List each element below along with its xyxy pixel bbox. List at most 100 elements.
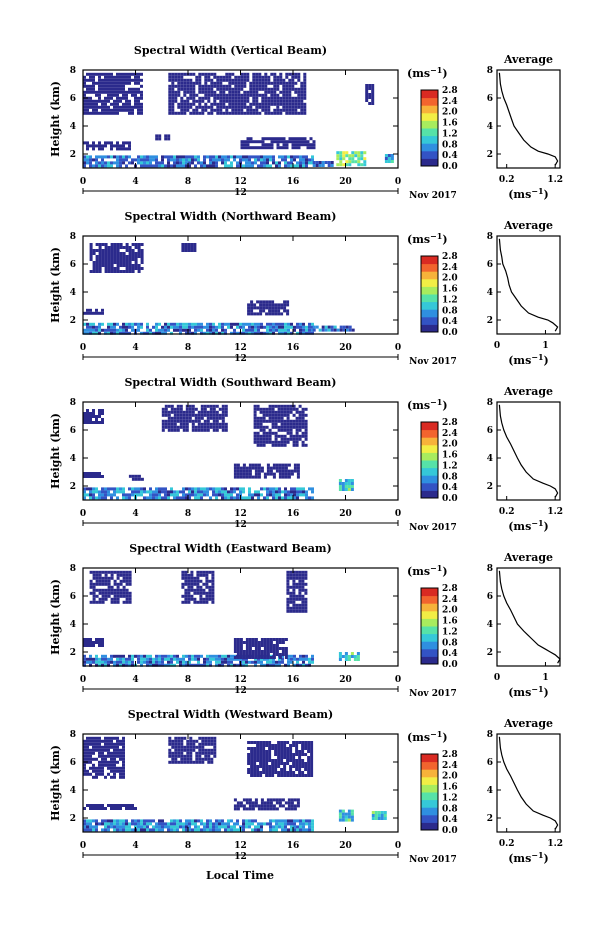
heatmap-cell (295, 597, 299, 601)
heatmap-cell (234, 111, 238, 115)
heatmap-cell (146, 325, 149, 329)
heatmap-cell (113, 255, 117, 258)
heatmap-cell (268, 431, 272, 435)
heatmap-cell (246, 78, 250, 82)
heatmap-cell (234, 105, 238, 109)
heatmap-cell (259, 416, 263, 420)
heatmap-cell (86, 757, 89, 761)
heatmap-cell (83, 657, 86, 661)
heatmap-cell (338, 652, 342, 655)
heatmap-cell (211, 579, 215, 583)
heatmap-cell (276, 105, 280, 109)
heatmap-cell (92, 763, 95, 767)
heatmap-cells (83, 243, 355, 335)
heatmap-cell (307, 762, 311, 765)
heatmap-cell (265, 434, 269, 438)
heatmap-cell (92, 412, 95, 415)
heatmap-cell (191, 331, 194, 335)
heatmap-cell (298, 570, 302, 574)
heatmap-cell (197, 490, 200, 494)
heatmap-cell (260, 801, 264, 805)
heatmap-cell (104, 487, 107, 491)
heatmap-cell (257, 155, 260, 159)
x-tick-label: 4 (132, 343, 138, 353)
heatmap-cell (290, 322, 293, 326)
heatmap-cell (212, 425, 216, 429)
heatmap-cell (311, 828, 314, 832)
heatmap-cell (290, 493, 293, 497)
heatmap-cell (125, 579, 129, 583)
x-tick-label: 8 (185, 509, 191, 519)
heatmap-cell (203, 490, 206, 494)
heatmap-cell (125, 825, 128, 829)
heatmap-cell (291, 105, 295, 109)
heatmap-cell (281, 463, 285, 467)
heatmap-cell (155, 657, 158, 661)
heatmap-cell (83, 90, 86, 94)
heatmap-cell (280, 747, 284, 750)
heatmap-cell (184, 582, 188, 586)
heatmap-cell (128, 322, 131, 326)
heatmap-cell (134, 487, 137, 491)
heatmap-cell (256, 756, 260, 759)
heatmap-cell (258, 93, 262, 97)
y-tick-label: 2 (70, 814, 76, 824)
heatmap-cell (92, 72, 95, 76)
heatmap-cell (137, 155, 140, 159)
heatmap-cell (128, 267, 132, 270)
colorbar-tick-label: 0.4 (442, 815, 458, 825)
heatmap-cell (188, 419, 192, 423)
heatmap-cell (224, 425, 228, 429)
heatmap-cell (98, 760, 101, 764)
heatmap-cell (95, 496, 98, 500)
heatmap-cell (207, 84, 211, 88)
heatmap-cell (281, 496, 284, 500)
heatmap-cell (276, 78, 280, 82)
heatmap-cell (286, 410, 290, 414)
heatmap-cell (351, 328, 355, 332)
heatmap-cell (289, 594, 293, 598)
heatmap-cell (116, 111, 119, 115)
heatmap-cell (107, 825, 110, 829)
heatmap-cell (303, 87, 307, 91)
heatmap-cell (95, 415, 98, 418)
heatmap-cell (183, 757, 187, 761)
heatmap-cell (240, 96, 244, 100)
heatmap-cell (191, 158, 194, 162)
heatmap-cell (286, 309, 290, 313)
heatmap-cell (253, 759, 257, 762)
heatmap-cell (107, 751, 110, 755)
heatmap-cell (131, 255, 135, 258)
heatmap-cell (173, 490, 176, 494)
heatmap-cell (149, 493, 152, 497)
heatmap-cell (182, 158, 185, 162)
heatmap-cell (170, 425, 174, 429)
heatmap-cell (307, 765, 311, 768)
heatmap-cell (213, 754, 217, 758)
heatmap-cell (183, 748, 187, 752)
heatmap-cell (299, 487, 302, 491)
heatmap-cell (247, 753, 251, 756)
heatmap-cell (206, 657, 209, 661)
heatmap-cell (83, 78, 86, 82)
heatmap-cell (242, 463, 246, 467)
heatmap-cell (89, 766, 92, 770)
heatmap-cell (292, 774, 296, 777)
heatmap-cell (293, 798, 297, 802)
heatmap-cell (282, 108, 286, 112)
heatmap-cell (274, 419, 278, 423)
heatmap-cell (268, 407, 272, 411)
heatmap-cell (101, 591, 105, 595)
heatmap-cell (110, 570, 114, 574)
heatmap-cell (295, 407, 299, 411)
heatmap-cell (113, 328, 116, 332)
heatmap-cell (222, 78, 226, 82)
heatmap-cell (206, 428, 210, 432)
average-y-tick-label: 2 (487, 316, 493, 326)
heatmap-cell (128, 804, 131, 807)
heatmap-cell (248, 328, 251, 332)
heatmap-cell (277, 741, 281, 744)
heatmap-cell (107, 264, 111, 267)
heatmap-cell (125, 90, 128, 94)
heatmap-cell (170, 490, 173, 494)
